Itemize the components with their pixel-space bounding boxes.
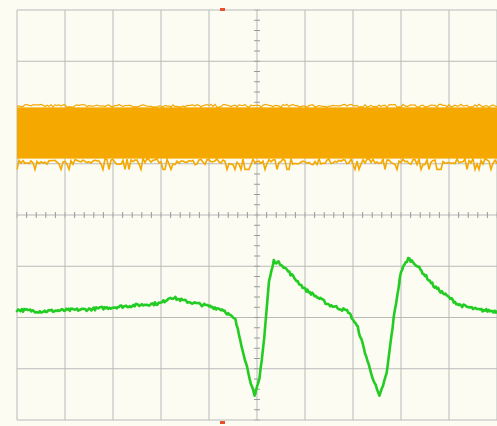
- trigger-position-marker-top: [220, 8, 225, 11]
- channel-1-noise-band: [17, 107, 497, 159]
- trigger-position-marker-bottom: [220, 421, 225, 424]
- trigger-markers: [220, 8, 225, 424]
- channel-2-waveform: [15, 256, 497, 397]
- channel-1-noise-edge: [16, 156, 497, 173]
- channel-1-noise-top-edge: [16, 103, 497, 109]
- traces: [15, 103, 497, 397]
